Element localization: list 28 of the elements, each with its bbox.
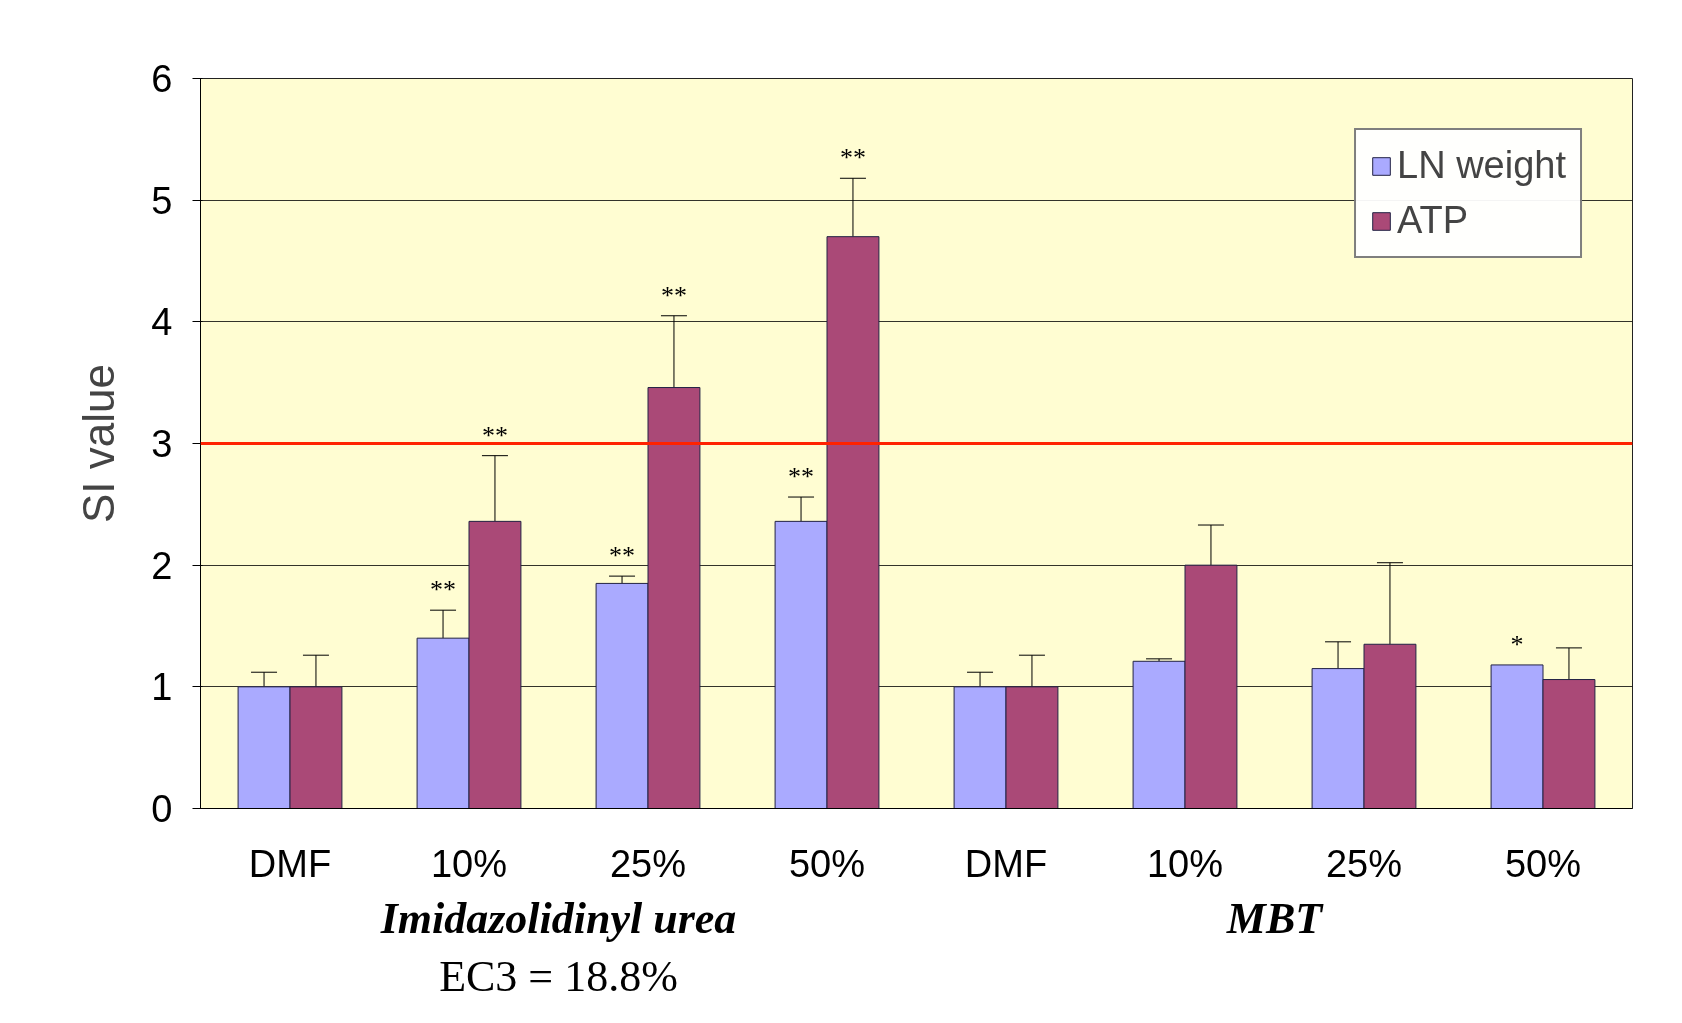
data-label: ** [430, 575, 457, 605]
x-tick-label: 25% [609, 842, 687, 885]
text: EC3 = 18.8% [439, 951, 678, 1001]
y-tick-label: 1 [151, 666, 173, 709]
x-tick-label: 50% [1504, 842, 1582, 885]
y-tick-label: 2 [151, 544, 173, 587]
y-tick-label: 6 [151, 58, 173, 100]
y-tick-label: 0 [151, 788, 173, 830]
legend-label: ATP [1397, 199, 1469, 242]
x-tick-label: 10% [430, 842, 508, 885]
y-tick-label: 4 [151, 301, 173, 344]
data-label: ** [839, 143, 866, 173]
legend-label: LN weight [1397, 144, 1566, 187]
y-tick-label: 3 [151, 423, 173, 465]
data-label: ** [609, 541, 636, 571]
data-label: * [1510, 629, 1524, 659]
x-tick-label: 25% [1325, 842, 1403, 885]
x-tick-label: 10% [1146, 842, 1224, 885]
x-tick-label: 50% [788, 842, 866, 885]
x-tick-label: DMF [964, 842, 1048, 885]
data-label: ** [481, 420, 508, 450]
text: Imidazolidinyl urea [379, 893, 737, 943]
data-label: ** [788, 462, 815, 492]
y-axis-title: SI value [74, 364, 124, 523]
text: MBT [1225, 893, 1325, 943]
x-tick-label: DMF [248, 842, 332, 885]
data-label: ** [660, 280, 687, 310]
y-tick-label: 5 [151, 179, 173, 222]
